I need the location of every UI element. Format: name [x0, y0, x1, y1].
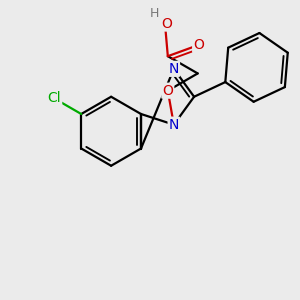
Text: O: O	[162, 84, 173, 98]
Text: N: N	[169, 118, 179, 132]
Text: Cl: Cl	[47, 92, 61, 106]
Text: N: N	[169, 62, 179, 76]
Text: O: O	[161, 16, 172, 31]
Text: H: H	[150, 8, 159, 20]
Text: O: O	[193, 38, 204, 52]
